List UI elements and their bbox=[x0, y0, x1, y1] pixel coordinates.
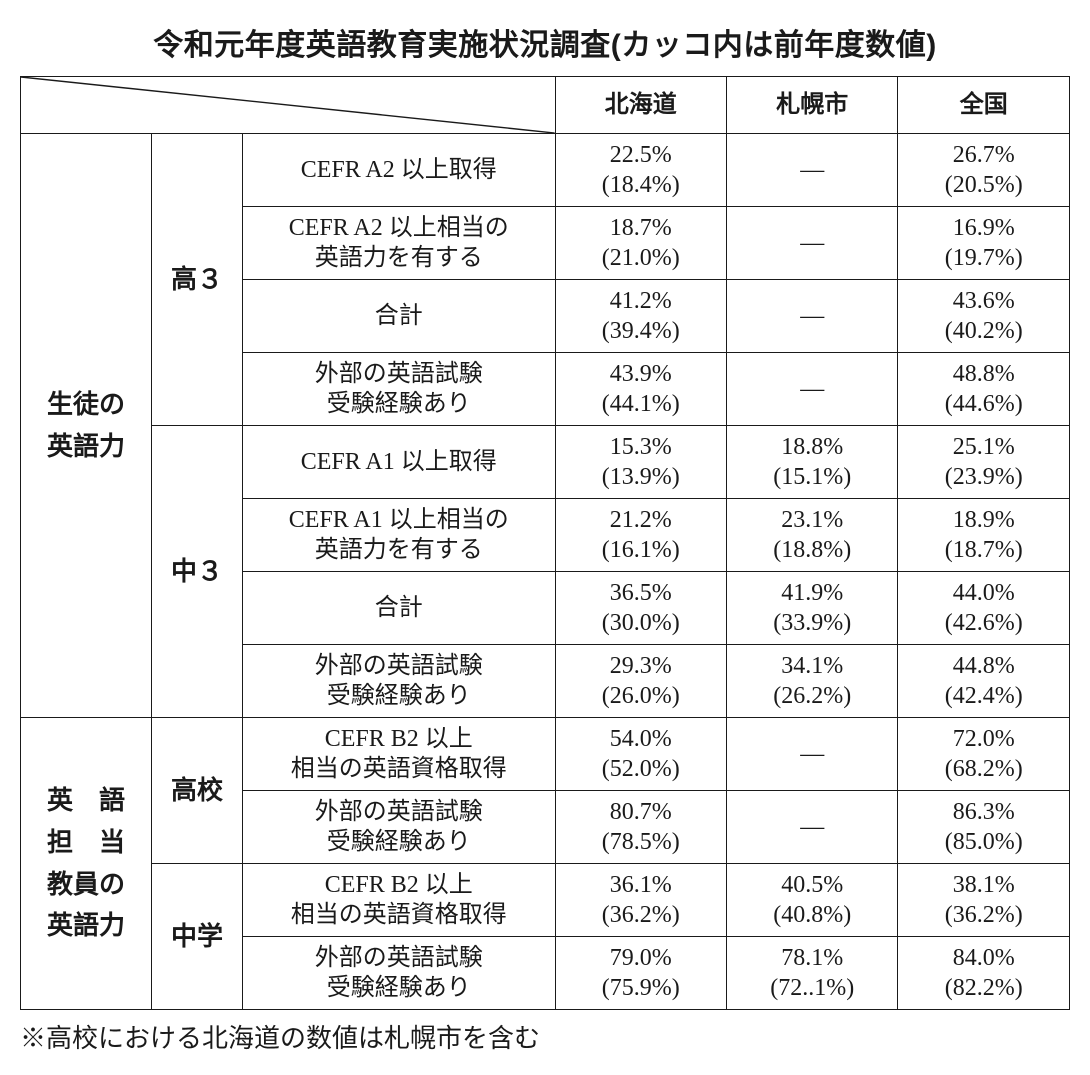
cell-sapporo: — bbox=[727, 791, 898, 864]
cell-zen: 48.8%(44.6%) bbox=[898, 353, 1070, 426]
cell-hokkaido: 29.3%(26.0%) bbox=[555, 645, 726, 718]
sub-label: 高３ bbox=[152, 134, 243, 426]
cell-sapporo: 41.9%(33.9%) bbox=[727, 572, 898, 645]
row-label: CEFR A2 以上相当の英語力を有する bbox=[242, 207, 555, 280]
col-hokkaido: 北海道 bbox=[555, 77, 726, 134]
cell-hokkaido: 18.7%(21.0%) bbox=[555, 207, 726, 280]
cell-sapporo: 78.1%(72..1%) bbox=[727, 937, 898, 1010]
diagonal-corner bbox=[21, 77, 556, 134]
group-label: 英 語担 当教員の英語力 bbox=[21, 718, 152, 1010]
cell-zen: 86.3%(85.0%) bbox=[898, 791, 1070, 864]
cell-sapporo: 18.8%(15.1%) bbox=[727, 426, 898, 499]
cell-sapporo: 34.1%(26.2%) bbox=[727, 645, 898, 718]
table-row: 生徒の英語力高３CEFR A2 以上取得22.5%(18.4%)—26.7%(2… bbox=[21, 134, 1070, 207]
row-label: 外部の英語試験受験経験あり bbox=[242, 937, 555, 1010]
header-row: 北海道 札幌市 全国 bbox=[21, 77, 1070, 134]
cell-zen: 44.8%(42.4%) bbox=[898, 645, 1070, 718]
table-row: 英 語担 当教員の英語力高校CEFR B2 以上相当の英語資格取得54.0%(5… bbox=[21, 718, 1070, 791]
cell-hokkaido: 15.3%(13.9%) bbox=[555, 426, 726, 499]
row-label: 外部の英語試験受験経験あり bbox=[242, 645, 555, 718]
row-label: 外部の英語試験受験経験あり bbox=[242, 353, 555, 426]
cell-hokkaido: 43.9%(44.1%) bbox=[555, 353, 726, 426]
cell-hokkaido: 21.2%(16.1%) bbox=[555, 499, 726, 572]
cell-hokkaido: 79.0%(75.9%) bbox=[555, 937, 726, 1010]
cell-sapporo: — bbox=[727, 207, 898, 280]
row-label: CEFR A2 以上取得 bbox=[242, 134, 555, 207]
survey-table: 北海道 札幌市 全国 生徒の英語力高３CEFR A2 以上取得22.5%(18.… bbox=[20, 76, 1070, 1010]
cell-zen: 44.0%(42.6%) bbox=[898, 572, 1070, 645]
row-label: 合計 bbox=[242, 280, 555, 353]
cell-zen: 43.6%(40.2%) bbox=[898, 280, 1070, 353]
cell-hokkaido: 36.5%(30.0%) bbox=[555, 572, 726, 645]
cell-sapporo: — bbox=[727, 134, 898, 207]
cell-zen: 18.9%(18.7%) bbox=[898, 499, 1070, 572]
sub-label: 高校 bbox=[152, 718, 243, 864]
cell-zen: 16.9%(19.7%) bbox=[898, 207, 1070, 280]
cell-zen: 84.0%(82.2%) bbox=[898, 937, 1070, 1010]
row-label: CEFR A1 以上相当の英語力を有する bbox=[242, 499, 555, 572]
col-sapporo: 札幌市 bbox=[727, 77, 898, 134]
cell-zen: 25.1%(23.9%) bbox=[898, 426, 1070, 499]
page-title: 令和元年度英語教育実施状況調査(カッコ内は前年度数値) bbox=[20, 20, 1070, 64]
col-zenkoku: 全国 bbox=[898, 77, 1070, 134]
cell-hokkaido: 41.2%(39.4%) bbox=[555, 280, 726, 353]
group-label: 生徒の英語力 bbox=[21, 134, 152, 718]
cell-sapporo: 40.5%(40.8%) bbox=[727, 864, 898, 937]
cell-hokkaido: 36.1%(36.2%) bbox=[555, 864, 726, 937]
sub-label: 中学 bbox=[152, 864, 243, 1010]
table-row: 中学CEFR B2 以上相当の英語資格取得36.1%(36.2%)40.5%(4… bbox=[21, 864, 1070, 937]
cell-sapporo: — bbox=[727, 280, 898, 353]
sub-label: 中３ bbox=[152, 426, 243, 718]
row-label: CEFR B2 以上相当の英語資格取得 bbox=[242, 718, 555, 791]
table-row: 中３CEFR A1 以上取得15.3%(13.9%)18.8%(15.1%)25… bbox=[21, 426, 1070, 499]
footnote: ※高校における北海道の数値は札幌市を含む bbox=[20, 1018, 1070, 1055]
cell-sapporo: 23.1%(18.8%) bbox=[727, 499, 898, 572]
cell-hokkaido: 22.5%(18.4%) bbox=[555, 134, 726, 207]
row-label: 合計 bbox=[242, 572, 555, 645]
row-label: CEFR B2 以上相当の英語資格取得 bbox=[242, 864, 555, 937]
cell-sapporo: — bbox=[727, 718, 898, 791]
cell-zen: 38.1%(36.2%) bbox=[898, 864, 1070, 937]
row-label: 外部の英語試験受験経験あり bbox=[242, 791, 555, 864]
cell-zen: 26.7%(20.5%) bbox=[898, 134, 1070, 207]
cell-sapporo: — bbox=[727, 353, 898, 426]
cell-hokkaido: 54.0%(52.0%) bbox=[555, 718, 726, 791]
cell-zen: 72.0%(68.2%) bbox=[898, 718, 1070, 791]
cell-hokkaido: 80.7%(78.5%) bbox=[555, 791, 726, 864]
row-label: CEFR A1 以上取得 bbox=[242, 426, 555, 499]
